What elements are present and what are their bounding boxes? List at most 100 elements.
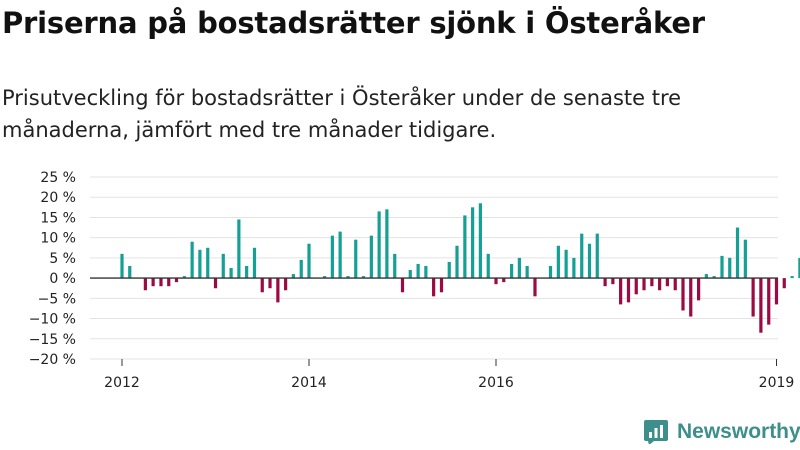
bar-50 — [525, 265, 529, 279]
bar-83 — [790, 276, 794, 279]
bar-15 — [245, 265, 249, 279]
bar-2 — [143, 278, 147, 291]
bar-59 — [603, 278, 607, 287]
brand-name: Newsworthy — [677, 420, 800, 443]
y-tick-label: −10 % — [29, 312, 76, 328]
bar-77 — [743, 239, 747, 279]
y-tick-label: 10 % — [40, 231, 76, 247]
bar-41 — [455, 245, 459, 279]
bar-74 — [720, 255, 724, 279]
bar-16 — [252, 247, 257, 279]
bar-27 — [346, 276, 350, 279]
bar-5 — [167, 278, 171, 287]
y-tick-label: 5 % — [49, 251, 76, 267]
bar-66 — [658, 278, 662, 291]
bar-61 — [619, 278, 623, 305]
bar-81 — [774, 278, 779, 305]
bar-36 — [416, 263, 420, 279]
bar-58 — [595, 233, 599, 279]
bar-78 — [751, 278, 755, 317]
bar-24 — [323, 276, 327, 279]
bar-25 — [330, 235, 334, 279]
bar-79 — [759, 278, 763, 333]
bar-62 — [626, 278, 631, 303]
bar-8 — [190, 241, 194, 279]
bar-46 — [494, 278, 498, 285]
bar-11 — [213, 278, 218, 289]
bar-34 — [400, 278, 405, 293]
bar-60 — [611, 278, 615, 285]
bar-23 — [307, 243, 311, 279]
bar-40 — [447, 261, 451, 279]
y-tick-label: −15 % — [29, 332, 76, 348]
page-subtitle: Prisutveckling för bostadsrätter i Öster… — [2, 86, 682, 142]
bar-13 — [229, 268, 233, 279]
bar-0 — [120, 253, 124, 279]
bar-4 — [159, 278, 163, 287]
bar-32 — [385, 209, 389, 279]
bar-29 — [361, 276, 366, 279]
bar-75 — [728, 257, 732, 279]
bar-56 — [580, 233, 584, 279]
bar-70 — [689, 278, 693, 317]
bar-45 — [486, 253, 490, 279]
bar-76 — [735, 227, 740, 279]
y-tick-label: −5 % — [38, 291, 76, 307]
page-title: Priserna på bostadsrätter sjönk i Österå… — [2, 6, 705, 40]
bar-52 — [548, 265, 553, 279]
bar-44 — [478, 203, 482, 279]
bar-19 — [276, 278, 280, 303]
bar-65 — [650, 278, 654, 287]
bar-47 — [502, 278, 506, 283]
bar-39 — [439, 278, 444, 293]
y-tick-label: 0 % — [49, 271, 76, 287]
bar-9 — [198, 249, 202, 279]
bar-35 — [408, 270, 412, 279]
y-tick-label: −20 % — [29, 352, 76, 368]
bar-14 — [237, 219, 241, 279]
bar-84 — [798, 257, 800, 279]
x-tick-label: 2019 — [759, 375, 795, 391]
bar-38 — [432, 278, 436, 297]
bar-33 — [393, 253, 397, 279]
bar-68 — [673, 278, 677, 291]
bar-42 — [463, 215, 467, 279]
bar-26 — [338, 231, 342, 279]
bar-80 — [767, 278, 771, 325]
bar-20 — [284, 278, 288, 291]
bar-31 — [377, 211, 381, 279]
bar-53 — [556, 245, 560, 279]
brand-logo: Newsworthy — [644, 418, 800, 446]
y-tick-label: 25 % — [40, 170, 76, 186]
x-tick-label: 2014 — [291, 375, 327, 391]
bar-3 — [151, 278, 155, 287]
bar-64 — [642, 278, 646, 291]
bar-82 — [782, 278, 786, 289]
bar-69 — [681, 278, 685, 311]
bar-37 — [424, 265, 428, 279]
bar-22 — [299, 259, 303, 279]
x-ticks: 2012201420162019202120232025 — [104, 359, 795, 391]
y-tick-label: 15 % — [40, 210, 76, 226]
bar-18 — [268, 278, 272, 289]
bar-1 — [128, 265, 132, 279]
bar-51 — [533, 278, 537, 297]
bar-10 — [206, 247, 210, 279]
y-tick-label: 20 % — [40, 190, 76, 206]
bar-73 — [712, 276, 716, 279]
newsworthy-chart-icon — [644, 420, 668, 444]
bar-7 — [182, 276, 186, 279]
bar-55 — [572, 257, 576, 279]
bar-6 — [174, 278, 179, 283]
bar-57 — [587, 243, 592, 279]
bar-63 — [634, 278, 638, 295]
bar-49 — [517, 257, 521, 279]
bar-17 — [260, 278, 264, 293]
bar-28 — [354, 239, 358, 279]
bar-48 — [510, 263, 514, 279]
bar-21 — [291, 274, 295, 279]
x-tick-label: 2012 — [104, 375, 140, 391]
bar-12 — [221, 253, 225, 279]
bar-72 — [704, 274, 708, 279]
